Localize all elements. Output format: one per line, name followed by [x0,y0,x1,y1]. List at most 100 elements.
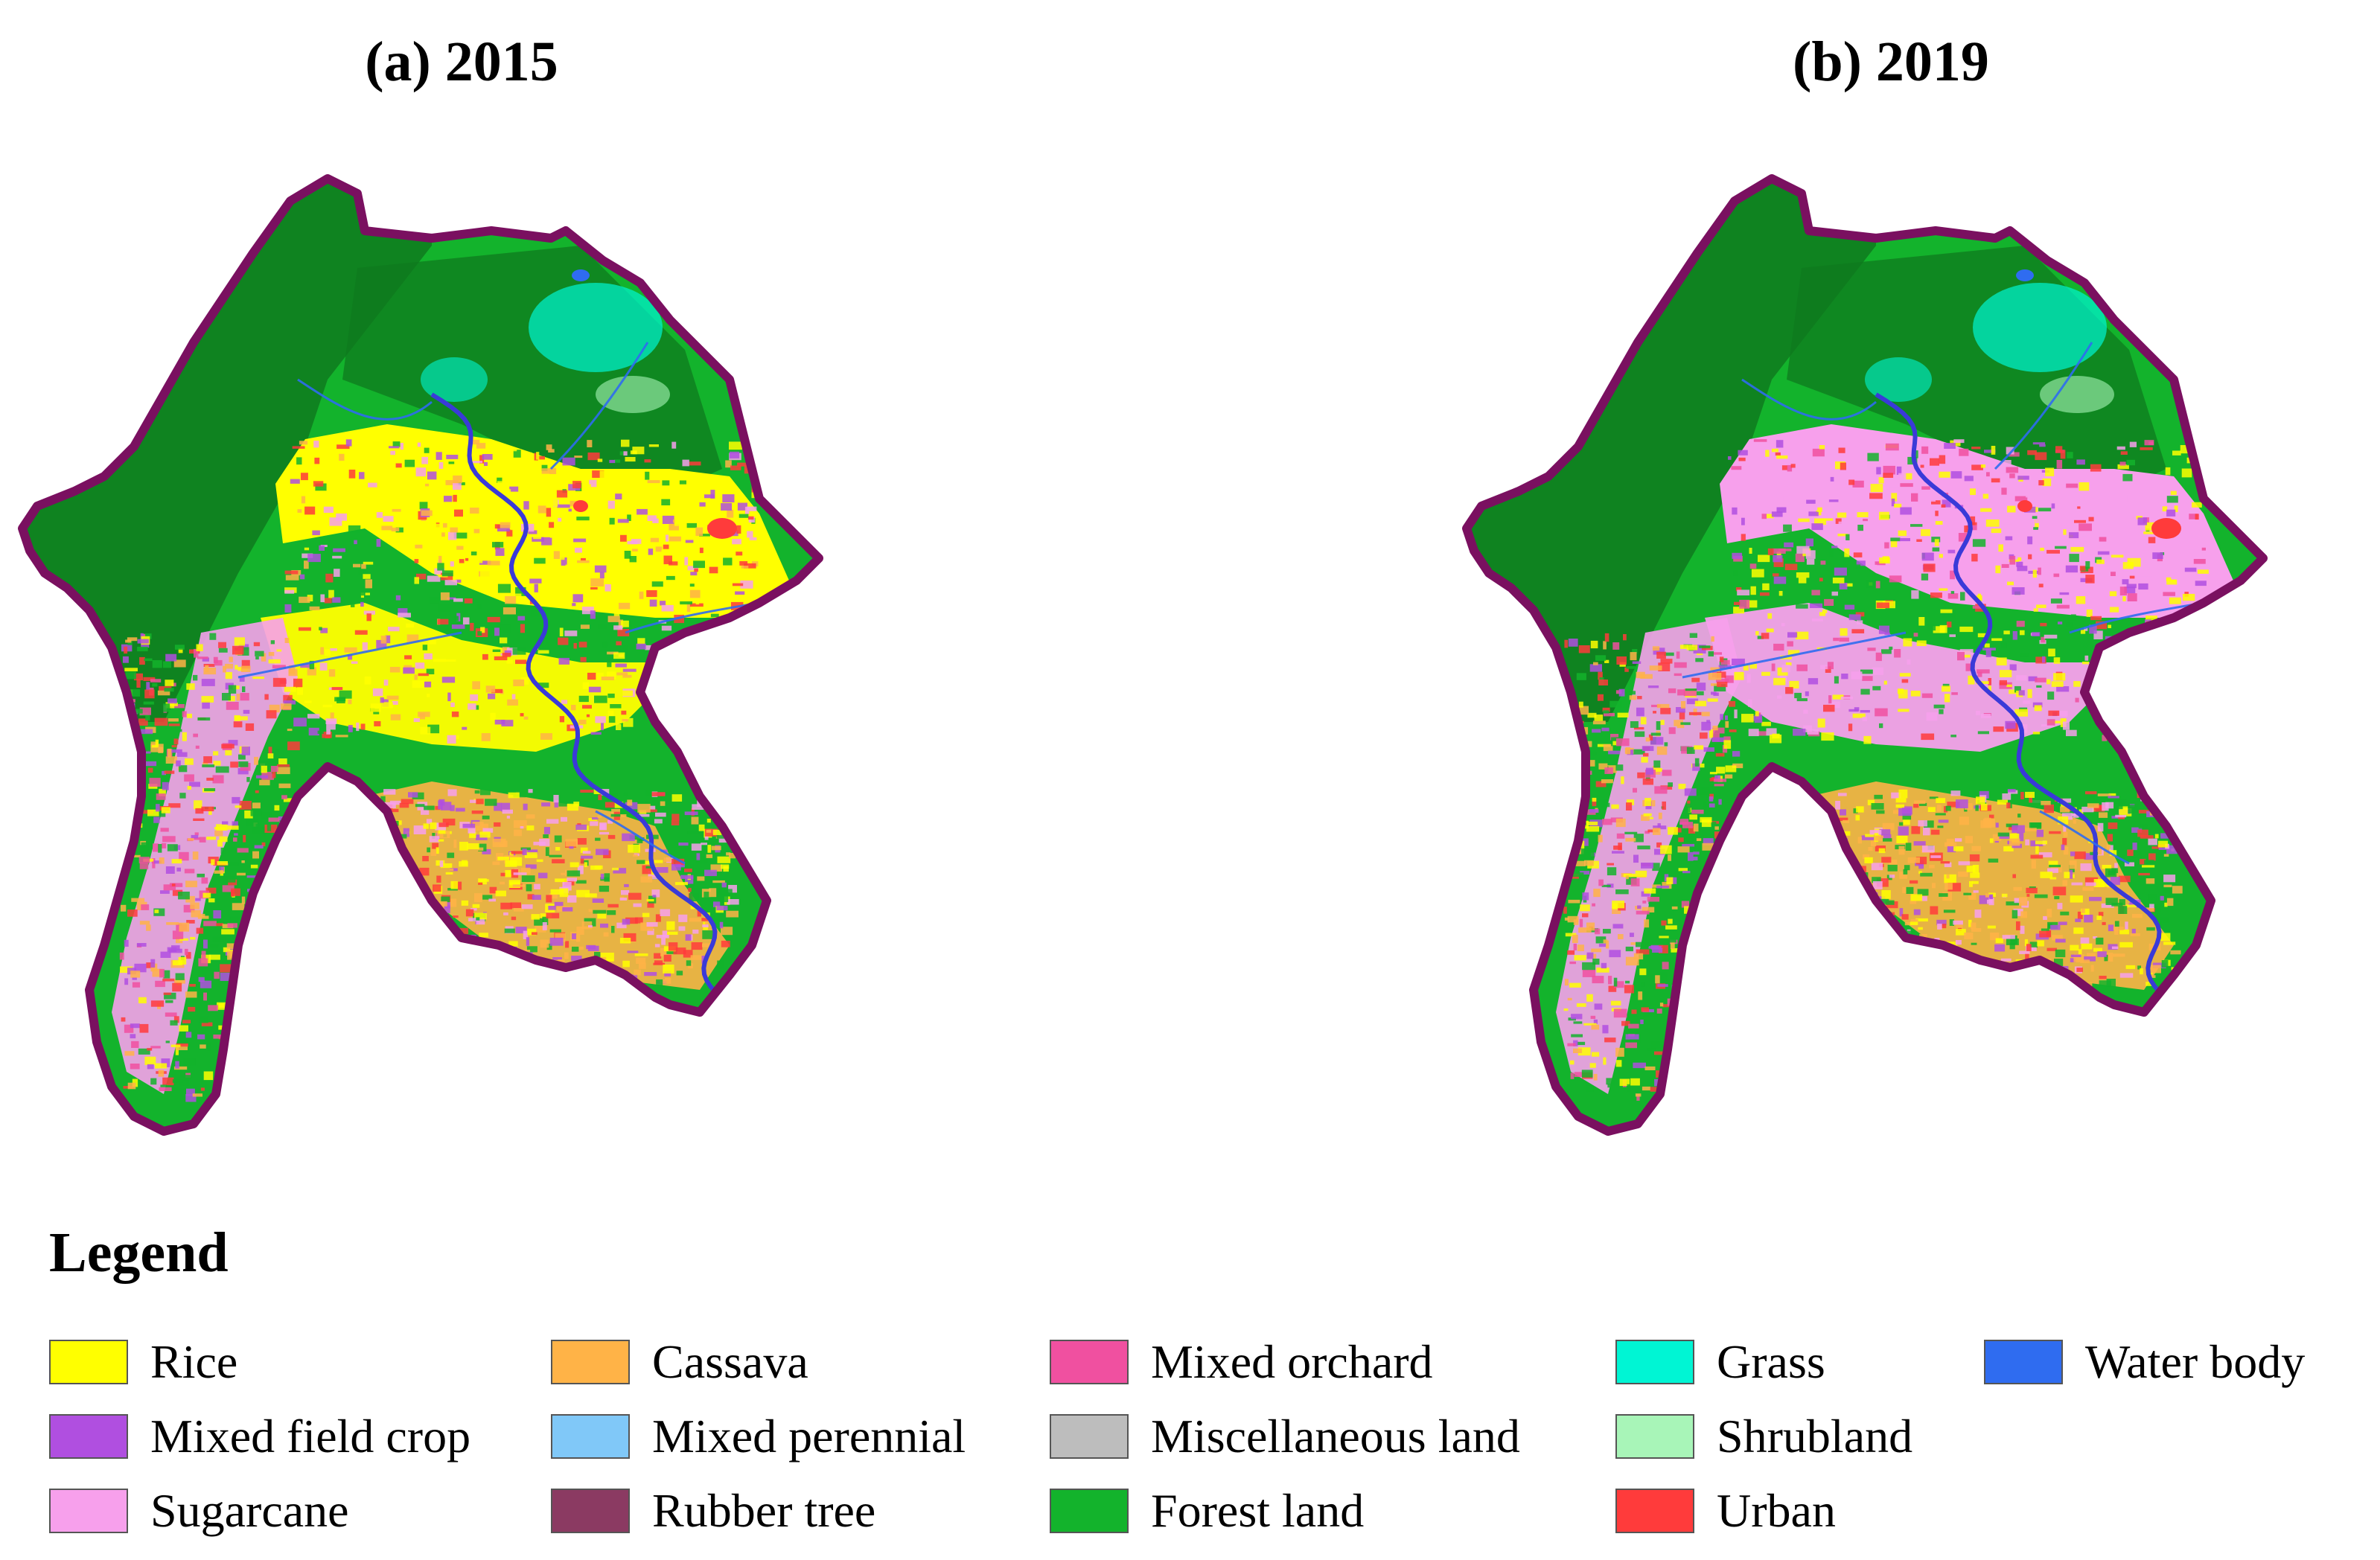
land-parcel [2036,829,2044,837]
land-parcel [567,803,578,811]
land-parcel [1625,837,1636,842]
land-parcel [2158,847,2171,850]
legend-label: Mixed orchard [1151,1335,1433,1388]
land-parcel [555,878,568,883]
land-parcel [529,578,542,584]
land-parcel [575,880,587,884]
land-parcel [546,444,552,450]
land-parcel [1603,744,1613,752]
land-parcel [284,589,295,594]
land-parcel [485,799,497,806]
land-parcel [1725,715,1728,720]
land-parcel [2093,936,2098,939]
land-parcel [2070,627,2080,631]
land-parcel [459,953,473,959]
land-parcel [663,708,677,717]
land-parcel [2096,621,2108,630]
land-parcel [511,916,517,921]
land-parcel [1621,776,1624,784]
land-parcel [472,461,483,464]
tributary [1741,378,1877,421]
land-parcel [1902,813,1912,820]
land-parcel [268,659,281,664]
land-parcel [1881,857,1892,863]
land-parcel [1793,729,1806,736]
land-parcel [521,975,529,979]
land-parcel [511,448,517,452]
land-parcel [699,534,710,537]
land-parcel [1695,924,1699,927]
land-parcel [1971,447,1981,450]
land-parcel [2039,444,2046,447]
land-parcel [704,828,718,837]
land-parcel [158,1070,165,1077]
land-parcel [1749,663,1757,669]
land-parcel [497,857,509,860]
land-parcel [1645,737,1650,742]
land-parcel [651,581,663,587]
land-parcel [2160,917,2169,923]
land-parcel [2069,554,2079,563]
land-parcel [330,464,340,467]
land-parcel [1716,767,1726,774]
land-parcel [1653,760,1661,768]
land-parcel [1828,971,1842,978]
land-parcel [2047,973,2055,978]
land-parcel [685,876,694,884]
land-parcel [2163,854,2169,857]
land-parcel [330,648,337,651]
land-parcel [179,922,190,932]
land-parcel [434,568,445,575]
land-parcel [1573,1048,1582,1053]
land-parcel [1605,940,1609,949]
land-parcel [2032,702,2043,708]
land-parcel [1613,1008,1627,1018]
land-parcel [1692,763,1700,771]
land-parcel [2086,609,2093,617]
land-parcel [1977,669,1990,674]
land-parcel [2044,634,2058,639]
land-parcel [1771,663,1776,671]
land-parcel [1845,895,1851,899]
land-parcel [1750,586,1756,595]
land-parcel [652,518,659,523]
land-parcel [438,822,449,828]
land-parcel [1699,1048,1712,1052]
land-parcel [283,987,296,994]
land-parcel [1943,910,1956,913]
land-parcel [2026,947,2037,951]
land-parcel [1872,881,1883,889]
land-parcel [1640,674,1653,679]
land-parcel [1749,563,1757,569]
land-parcel [491,954,502,961]
land-parcel [1798,578,1807,584]
land-parcel [706,819,711,823]
land-parcel [1971,845,1981,851]
land-parcel [286,982,299,988]
land-parcel [1566,746,1580,750]
land-parcel [625,457,636,462]
land-parcel [470,508,479,514]
land-parcel [649,599,657,607]
land-parcel [462,823,476,828]
land-parcel [304,700,312,703]
land-parcel [436,452,442,460]
land-parcel [2174,505,2178,513]
land-parcel [1662,801,1666,810]
land-parcel [1776,440,1784,448]
land-parcel [607,671,616,680]
land-parcel [2119,461,2126,466]
land-parcel [201,950,206,959]
land-parcel [296,457,302,465]
land-parcel [2014,685,2021,693]
land-parcel [1653,648,1665,655]
land-parcel [467,843,479,850]
land-parcel [2151,640,2159,643]
land-parcel [2195,514,2199,520]
land-parcel [689,918,702,922]
land-parcel [182,732,187,741]
land-parcel [282,788,296,794]
land-parcel [646,899,654,902]
land-parcel [1703,801,1707,810]
land-parcel [124,1051,135,1056]
